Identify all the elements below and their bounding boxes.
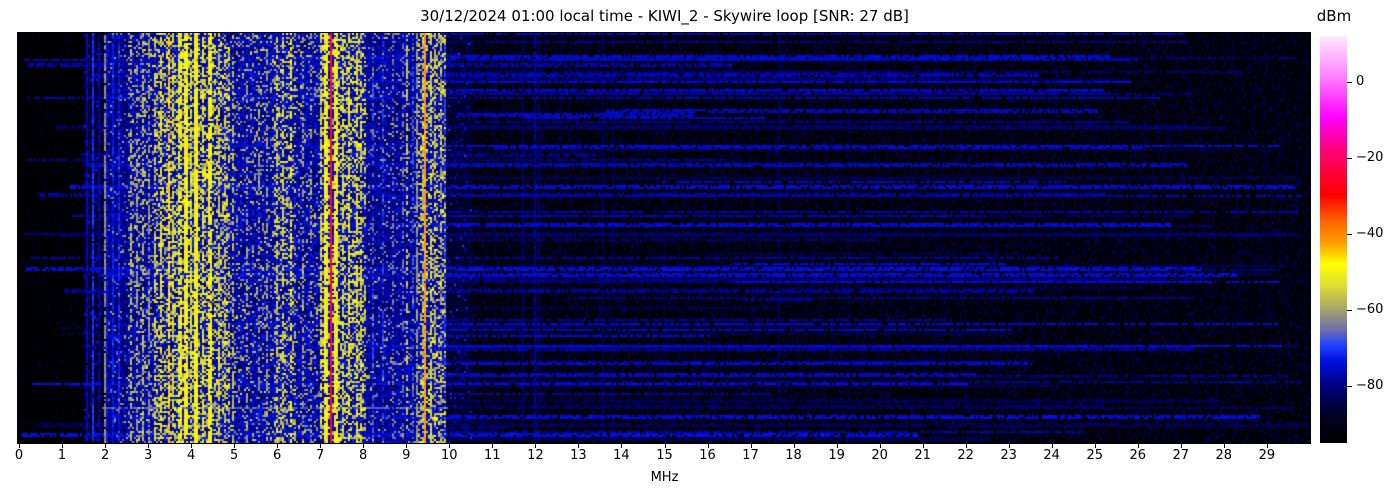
x-tick-label: 28 — [1215, 448, 1233, 463]
x-tick-mark — [320, 444, 322, 448]
x-axis-label: MHz — [650, 470, 679, 485]
colorbar-tick-mark — [1347, 309, 1352, 311]
colorbar-tick-label: −20 — [1356, 150, 1384, 166]
x-tick-mark — [406, 444, 408, 448]
x-tick-mark — [492, 444, 494, 448]
x-tick-label: 24 — [1043, 448, 1060, 463]
x-tick-label: 22 — [957, 448, 974, 463]
x-tick-mark — [277, 444, 279, 448]
x-tick-label: 23 — [1000, 448, 1017, 463]
x-tick-label: 15 — [656, 448, 673, 463]
x-tick-label: 10 — [441, 448, 458, 463]
x-tick-mark — [191, 444, 193, 448]
x-tick-mark — [449, 444, 451, 448]
x-tick-label: 1 — [57, 448, 67, 463]
x-tick-label: 25 — [1086, 448, 1104, 463]
x-tick-label: 14 — [613, 448, 630, 463]
colorbar-tick-mark — [1347, 157, 1352, 159]
x-tick-label: 9 — [402, 448, 411, 463]
colorbar-tick-label: 0 — [1356, 74, 1365, 90]
x-tick-mark — [664, 444, 666, 448]
colorbar-unit-label: dBm — [1316, 7, 1352, 25]
x-tick-label: 27 — [1172, 448, 1190, 463]
x-tick-mark — [1051, 444, 1053, 448]
colorbar-tick-mark — [1347, 385, 1352, 387]
x-tick-mark — [148, 444, 150, 448]
x-tick-label: 4 — [186, 448, 196, 463]
x-tick-mark — [922, 444, 924, 448]
x-tick-label: 12 — [527, 448, 544, 463]
x-tick-label: 8 — [359, 448, 368, 463]
x-tick-mark — [105, 444, 107, 448]
colorbar-tick-label: −60 — [1356, 302, 1384, 318]
x-tick-label: 11 — [484, 448, 501, 463]
x-tick-mark — [1180, 444, 1182, 448]
x-tick-mark — [363, 444, 365, 448]
x-tick-label: 16 — [699, 448, 716, 463]
x-tick-label: 0 — [14, 448, 24, 463]
x-tick-label: 3 — [143, 448, 153, 463]
x-tick-label: 26 — [1129, 448, 1147, 463]
x-tick-label: 2 — [100, 448, 110, 463]
x-tick-mark — [621, 444, 623, 448]
x-tick-label: 5 — [230, 448, 239, 463]
x-tick-mark — [1094, 444, 1096, 448]
x-tick-mark — [19, 444, 20, 448]
x-tick-mark — [535, 444, 537, 448]
colorbar-gradient — [1320, 36, 1347, 443]
x-tick-mark — [1137, 444, 1139, 448]
x-tick-label: 21 — [914, 448, 931, 463]
colorbar-tick-mark — [1347, 233, 1352, 235]
x-tick-label: 20 — [871, 448, 888, 463]
x-tick-mark — [750, 444, 752, 448]
x-tick-mark — [578, 444, 580, 448]
x-tick-label: 17 — [742, 448, 759, 463]
x-tick-label: 18 — [785, 448, 802, 463]
x-tick-mark — [836, 444, 838, 448]
colorbar-tick-label: −80 — [1356, 378, 1384, 394]
colorbar-tick-mark — [1347, 81, 1352, 83]
x-tick-label: 6 — [273, 448, 282, 463]
x-tick-label: 13 — [570, 448, 587, 463]
x-tick-label: 19 — [828, 448, 845, 463]
colorbar-tick-label: −40 — [1356, 226, 1384, 242]
x-tick-mark — [1008, 444, 1010, 448]
x-tick-mark — [1223, 444, 1225, 448]
x-tick-label: 7 — [316, 448, 325, 463]
x-tick-label: 29 — [1258, 448, 1276, 463]
x-tick-mark — [1266, 444, 1268, 448]
x-tick-mark — [793, 444, 795, 448]
x-tick-mark — [707, 444, 709, 448]
x-tick-mark — [965, 444, 967, 448]
spectrogram-canvas — [17, 32, 1311, 444]
x-tick-mark — [234, 444, 236, 448]
plot-title: 30/12/2024 01:00 local time - KIWI_2 - S… — [420, 7, 909, 25]
x-tick-mark — [879, 444, 881, 448]
x-tick-mark — [62, 444, 63, 448]
